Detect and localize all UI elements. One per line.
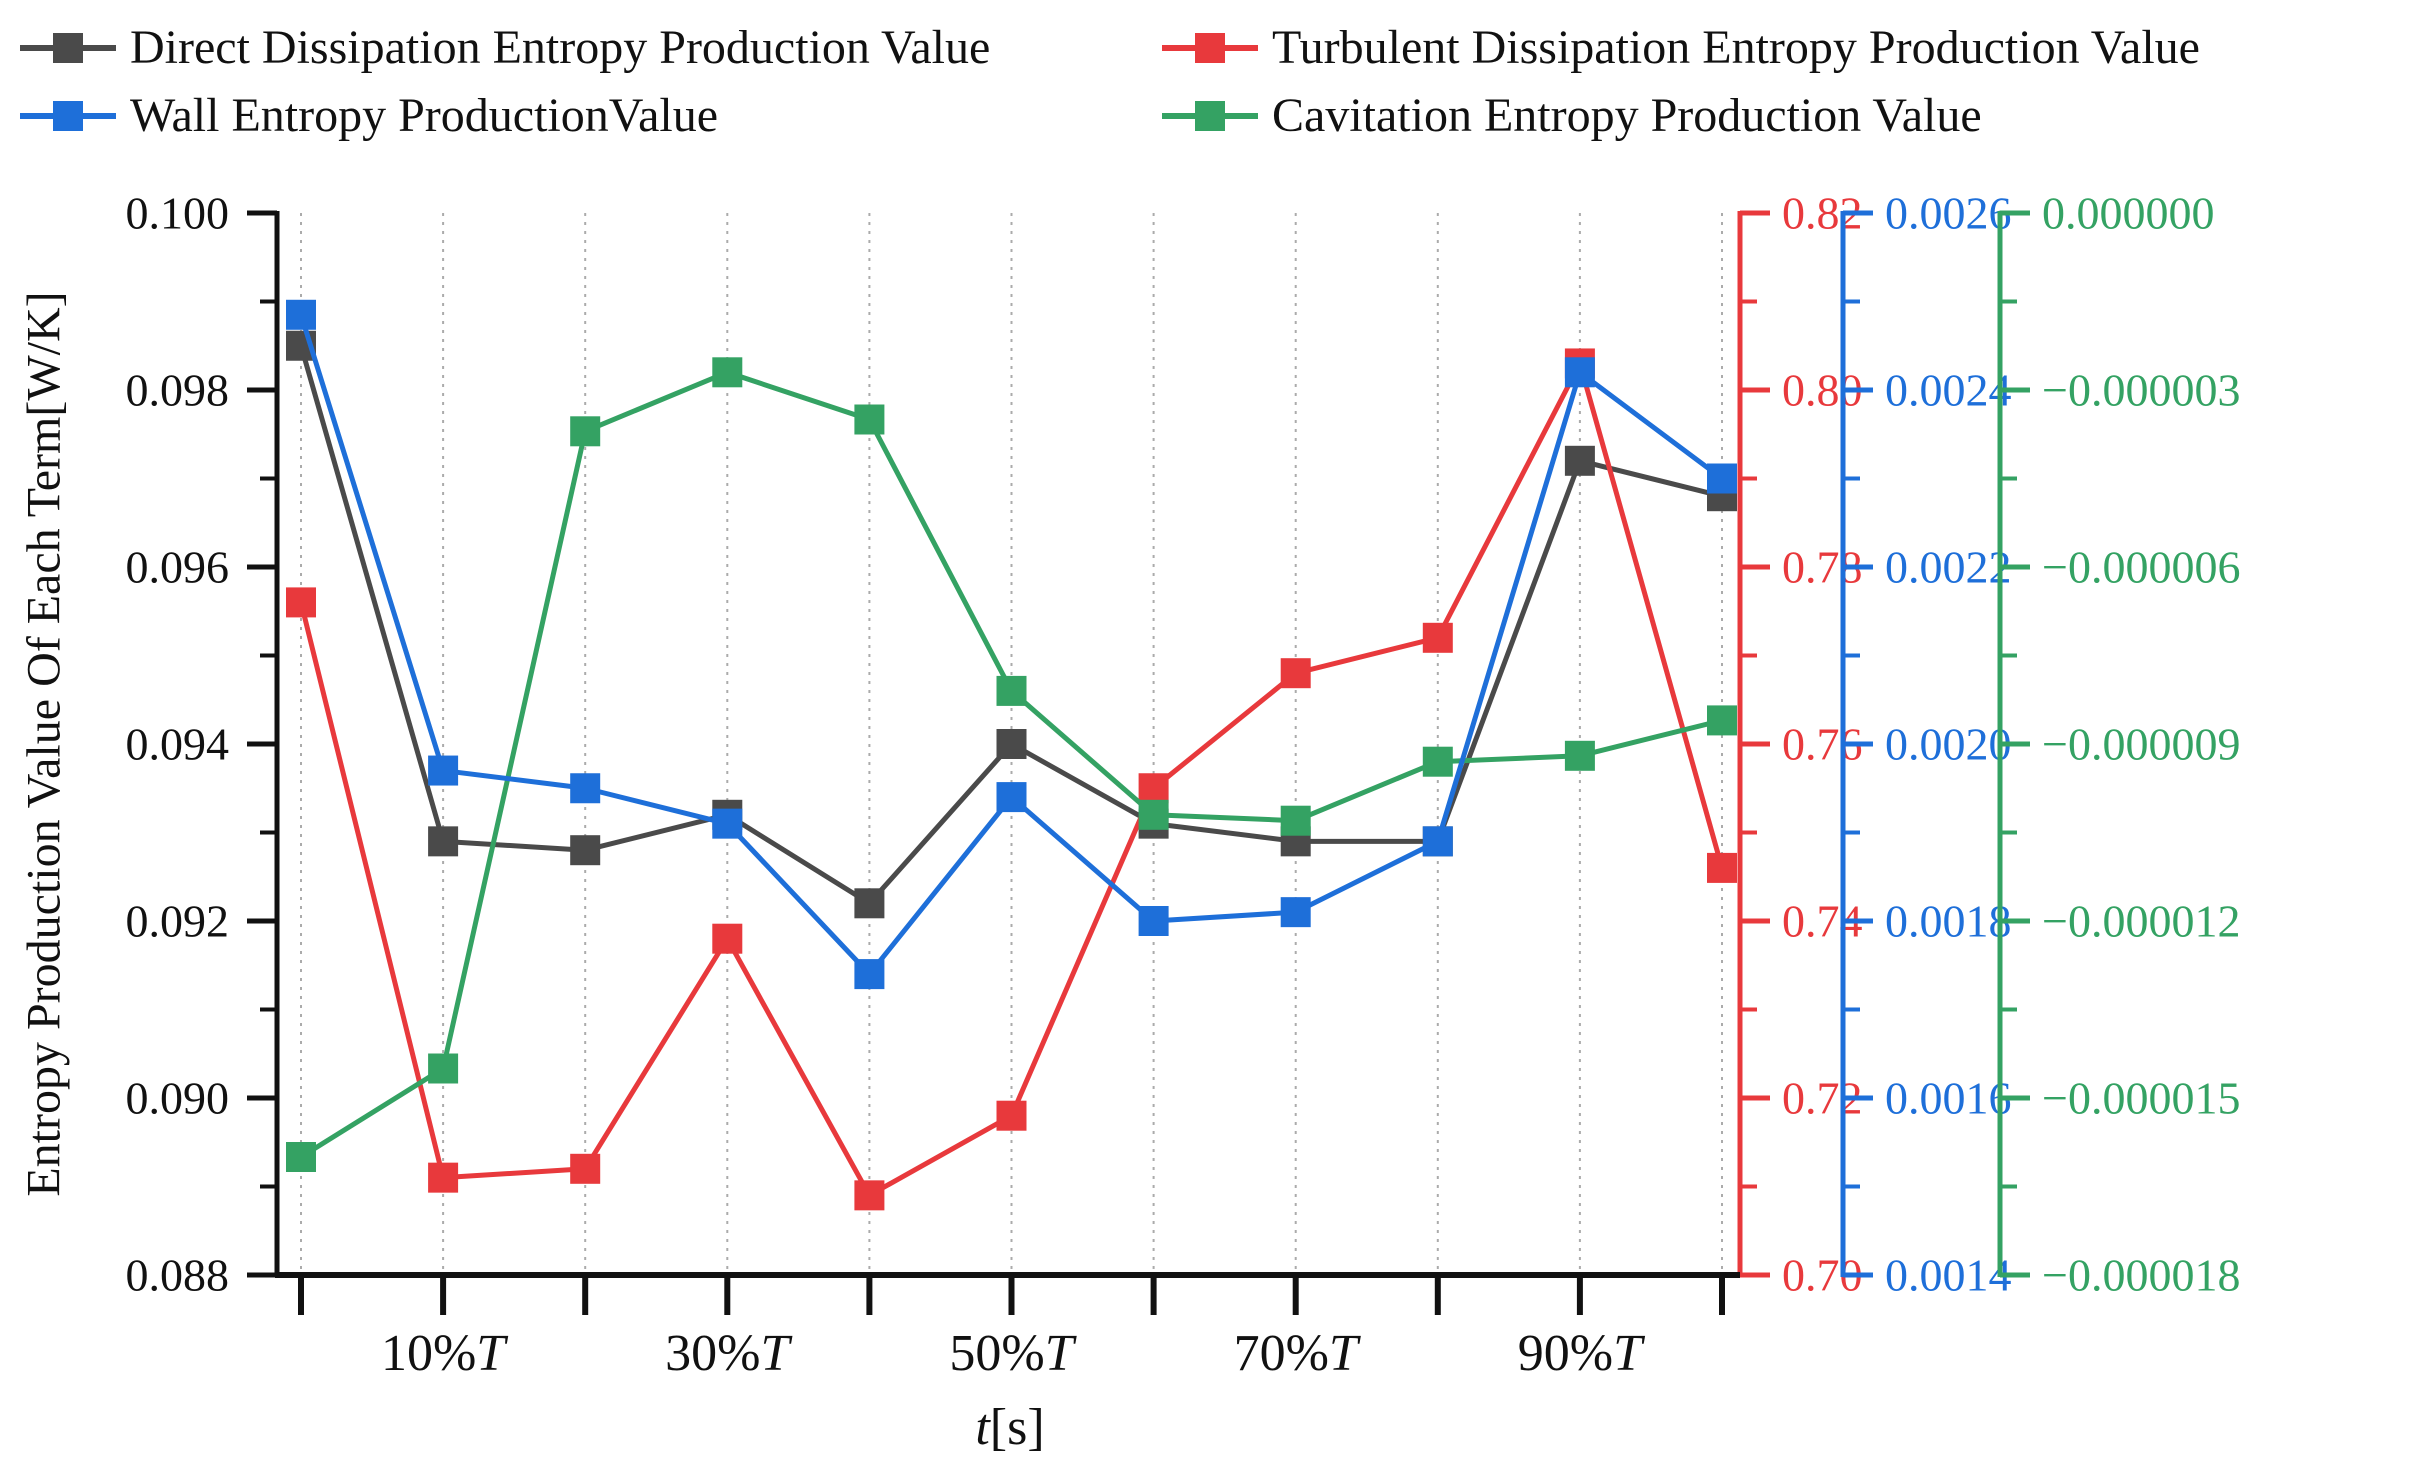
series-marker: [996, 729, 1027, 759]
x-axis-title-units: [s]: [989, 1399, 1045, 1456]
series-marker: [570, 416, 601, 447]
series-marker: [428, 1162, 459, 1193]
left-axis-tick-label: 0.092: [126, 896, 230, 947]
series-marker: [286, 299, 316, 330]
x-axis-tick-label: 90%T: [1518, 1325, 1645, 1382]
series-marker: [570, 773, 601, 804]
left-axis-tick-label: 0.094: [126, 719, 230, 770]
left-axis-tick-label: 0.090: [126, 1073, 230, 1124]
x-axis-tick-label: 70%T: [1234, 1325, 1361, 1382]
series-marker: [570, 835, 601, 866]
series-marker: [1564, 740, 1595, 771]
cavitation-line-marker-swatch: [1162, 100, 1258, 132]
legend-label: Cavitation Entropy Production Value: [1272, 89, 1982, 142]
legend-label: Direct Dissipation Entropy Production Va…: [130, 21, 991, 74]
series-marker: [1422, 746, 1453, 777]
legend-item-cavitation: Cavitation Entropy Production Value: [1162, 92, 1982, 140]
turbulent-dissipation-line-marker-swatch: [1162, 32, 1258, 64]
green-axis-tick-label: −0.000012: [2042, 896, 2240, 947]
series-marker: [712, 357, 743, 388]
series-marker: [1707, 705, 1737, 736]
x-axis-tick-label: 50%T: [949, 1325, 1076, 1382]
series-marker: [428, 755, 459, 786]
series-marker: [1707, 852, 1737, 883]
blue-axis-tick-label: 0.0022: [1885, 542, 2012, 593]
series-marker: [1564, 445, 1595, 476]
legend-item-direct-dissipation: Direct Dissipation Entropy Production Va…: [20, 24, 990, 72]
series-marker: [996, 675, 1027, 706]
direct-dissipation-line-marker-swatch: [20, 32, 116, 64]
green-axis-tick-label: −0.000018: [2042, 1250, 2240, 1301]
blue-axis-tick-label: 0.0026: [1885, 188, 2012, 239]
green-axis-tick-label: −0.000006: [2042, 542, 2240, 593]
series-marker: [1138, 773, 1169, 804]
x-axis-tick-label: 30%T: [665, 1325, 792, 1382]
left-axis-tick-label: 0.100: [126, 188, 230, 239]
series-marker: [428, 826, 459, 857]
series-marker: [854, 959, 885, 990]
blue-axis-tick-label: 0.0024: [1885, 365, 2012, 416]
x-axis-tick-label: 10%T: [381, 1325, 508, 1382]
series-marker: [1422, 826, 1453, 857]
legend-label: Turbulent Dissipation Entropy Production…: [1272, 21, 2200, 74]
series-marker: [1280, 805, 1311, 836]
blue-axis-tick-label: 0.0018: [1885, 896, 2012, 947]
series-marker: [854, 888, 885, 919]
blue-axis-tick-label: 0.0014: [1885, 1250, 2012, 1301]
series-marker: [1422, 622, 1453, 653]
series-marker: [1564, 357, 1595, 388]
series-marker: [1280, 897, 1311, 928]
legend-label: Wall Entropy ProductionValue: [130, 89, 719, 142]
green-axis-tick-label: −0.000009: [2042, 719, 2240, 770]
series-marker: [286, 587, 316, 618]
series-marker: [996, 782, 1027, 813]
green-axis-tick-label: 0.000000: [2042, 188, 2215, 239]
series-marker: [1280, 658, 1311, 689]
left-axis-tick-label: 0.098: [126, 365, 230, 416]
left-axis-tick-label: 0.096: [126, 542, 230, 593]
legend-item-wall: Wall Entropy ProductionValue: [20, 92, 718, 140]
series-marker: [996, 1100, 1027, 1131]
wall-line-marker-swatch: [20, 100, 116, 132]
x-axis-title: t[s]: [975, 1398, 1044, 1457]
left-axis-tick-label: 0.088: [126, 1250, 230, 1301]
green-axis-tick-label: −0.000015: [2042, 1073, 2240, 1124]
series-marker: [1138, 906, 1169, 936]
series-marker: [428, 1053, 459, 1084]
series-marker: [712, 923, 743, 954]
series-marker: [1138, 799, 1169, 830]
series-marker: [854, 404, 885, 435]
legend-item-turbulent-dissipation: Turbulent Dissipation Entropy Production…: [1162, 24, 2200, 72]
x-axis-title-variable: t: [975, 1399, 990, 1456]
series-marker: [854, 1180, 885, 1211]
series-marker: [570, 1153, 601, 1184]
green-axis-tick-label: −0.000003: [2042, 365, 2240, 416]
series-marker: [712, 808, 743, 839]
series-marker: [1707, 463, 1737, 494]
left-axis-title: Entropy Production Value Of Each Term[W/…: [17, 291, 71, 1197]
series-marker: [286, 1142, 316, 1172]
blue-axis-tick-label: 0.0016: [1885, 1073, 2012, 1124]
blue-axis-tick-label: 0.0020: [1885, 719, 2012, 770]
